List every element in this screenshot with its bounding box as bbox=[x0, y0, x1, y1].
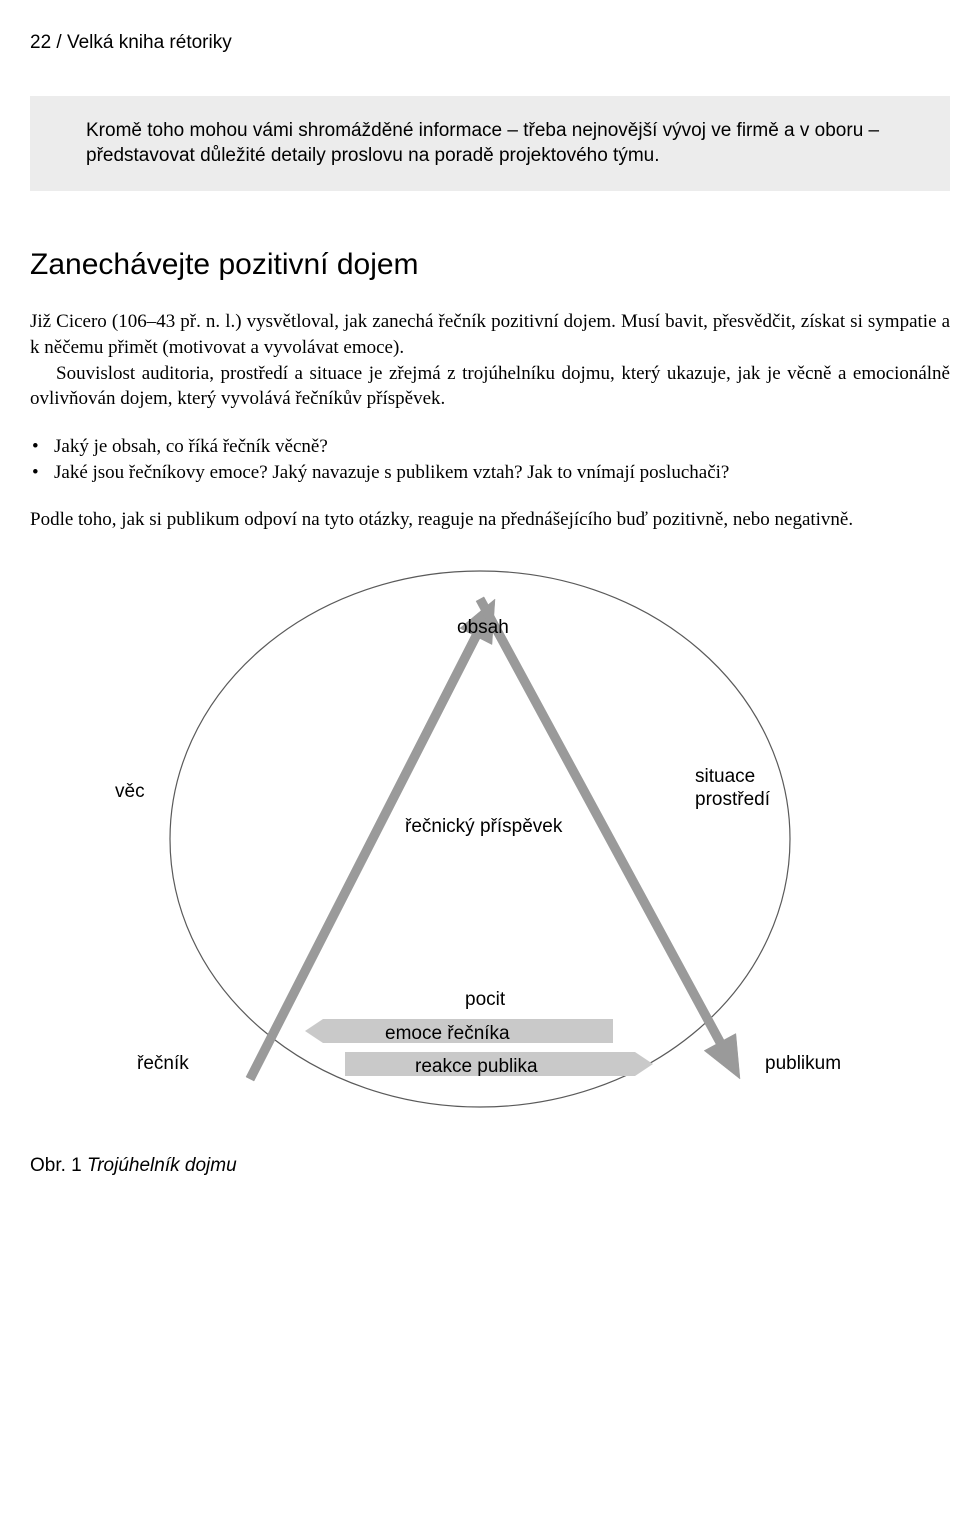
diagram-label-publikum: publikum bbox=[765, 1051, 841, 1077]
diagram-label-reakce: reakce publika bbox=[415, 1054, 538, 1080]
diagram-label-situace: situace bbox=[695, 764, 755, 790]
callout-box: Kromě toho mohou vámi shromážděné inform… bbox=[30, 96, 950, 191]
caption-title: Trojúhelník dojmu bbox=[87, 1155, 237, 1176]
bullet-item: Jaký je obsah, co říká řečník věcně? bbox=[30, 434, 950, 460]
bullet-item: Jaké jsou řečníkovy emoce? Jaký navazuje… bbox=[30, 460, 950, 486]
section-heading: Zanechávejte pozitivní dojem bbox=[30, 245, 950, 286]
diagram-label-prostredi: prostředí bbox=[695, 787, 770, 813]
diagram-label-pocit: pocit bbox=[465, 987, 505, 1013]
running-head: 22 / Velká kniha rétoriky bbox=[30, 30, 950, 56]
diagram-label-obsah: obsah bbox=[457, 615, 509, 641]
paragraph-3: Podle toho, jak si publikum odpoví na ty… bbox=[30, 507, 950, 533]
diagram-label-vec: věc bbox=[115, 779, 145, 805]
diagram-label-recnik: řečník bbox=[137, 1051, 189, 1077]
callout-text: Kromě toho mohou vámi shromážděné inform… bbox=[86, 120, 879, 167]
diagram-triangle-of-impression: obsah věc řečnický příspěvek situace pro… bbox=[85, 569, 895, 1109]
diagram-label-emoce: emoce řečníka bbox=[385, 1021, 510, 1047]
figure-caption: Obr. 1 Trojúhelník dojmu bbox=[30, 1153, 950, 1179]
caption-prefix: Obr. 1 bbox=[30, 1155, 87, 1176]
paragraph-1: Již Cicero (106–43 př. n. l.) vysvětlova… bbox=[30, 309, 950, 360]
diagram-label-center: řečnický příspěvek bbox=[405, 814, 562, 840]
bullet-list: Jaký je obsah, co říká řečník věcně? Jak… bbox=[30, 434, 950, 485]
page: 22 / Velká kniha rétoriky Kromě toho moh… bbox=[0, 0, 960, 1209]
paragraph-2: Souvislost auditoria, prostředí a situac… bbox=[30, 361, 950, 412]
